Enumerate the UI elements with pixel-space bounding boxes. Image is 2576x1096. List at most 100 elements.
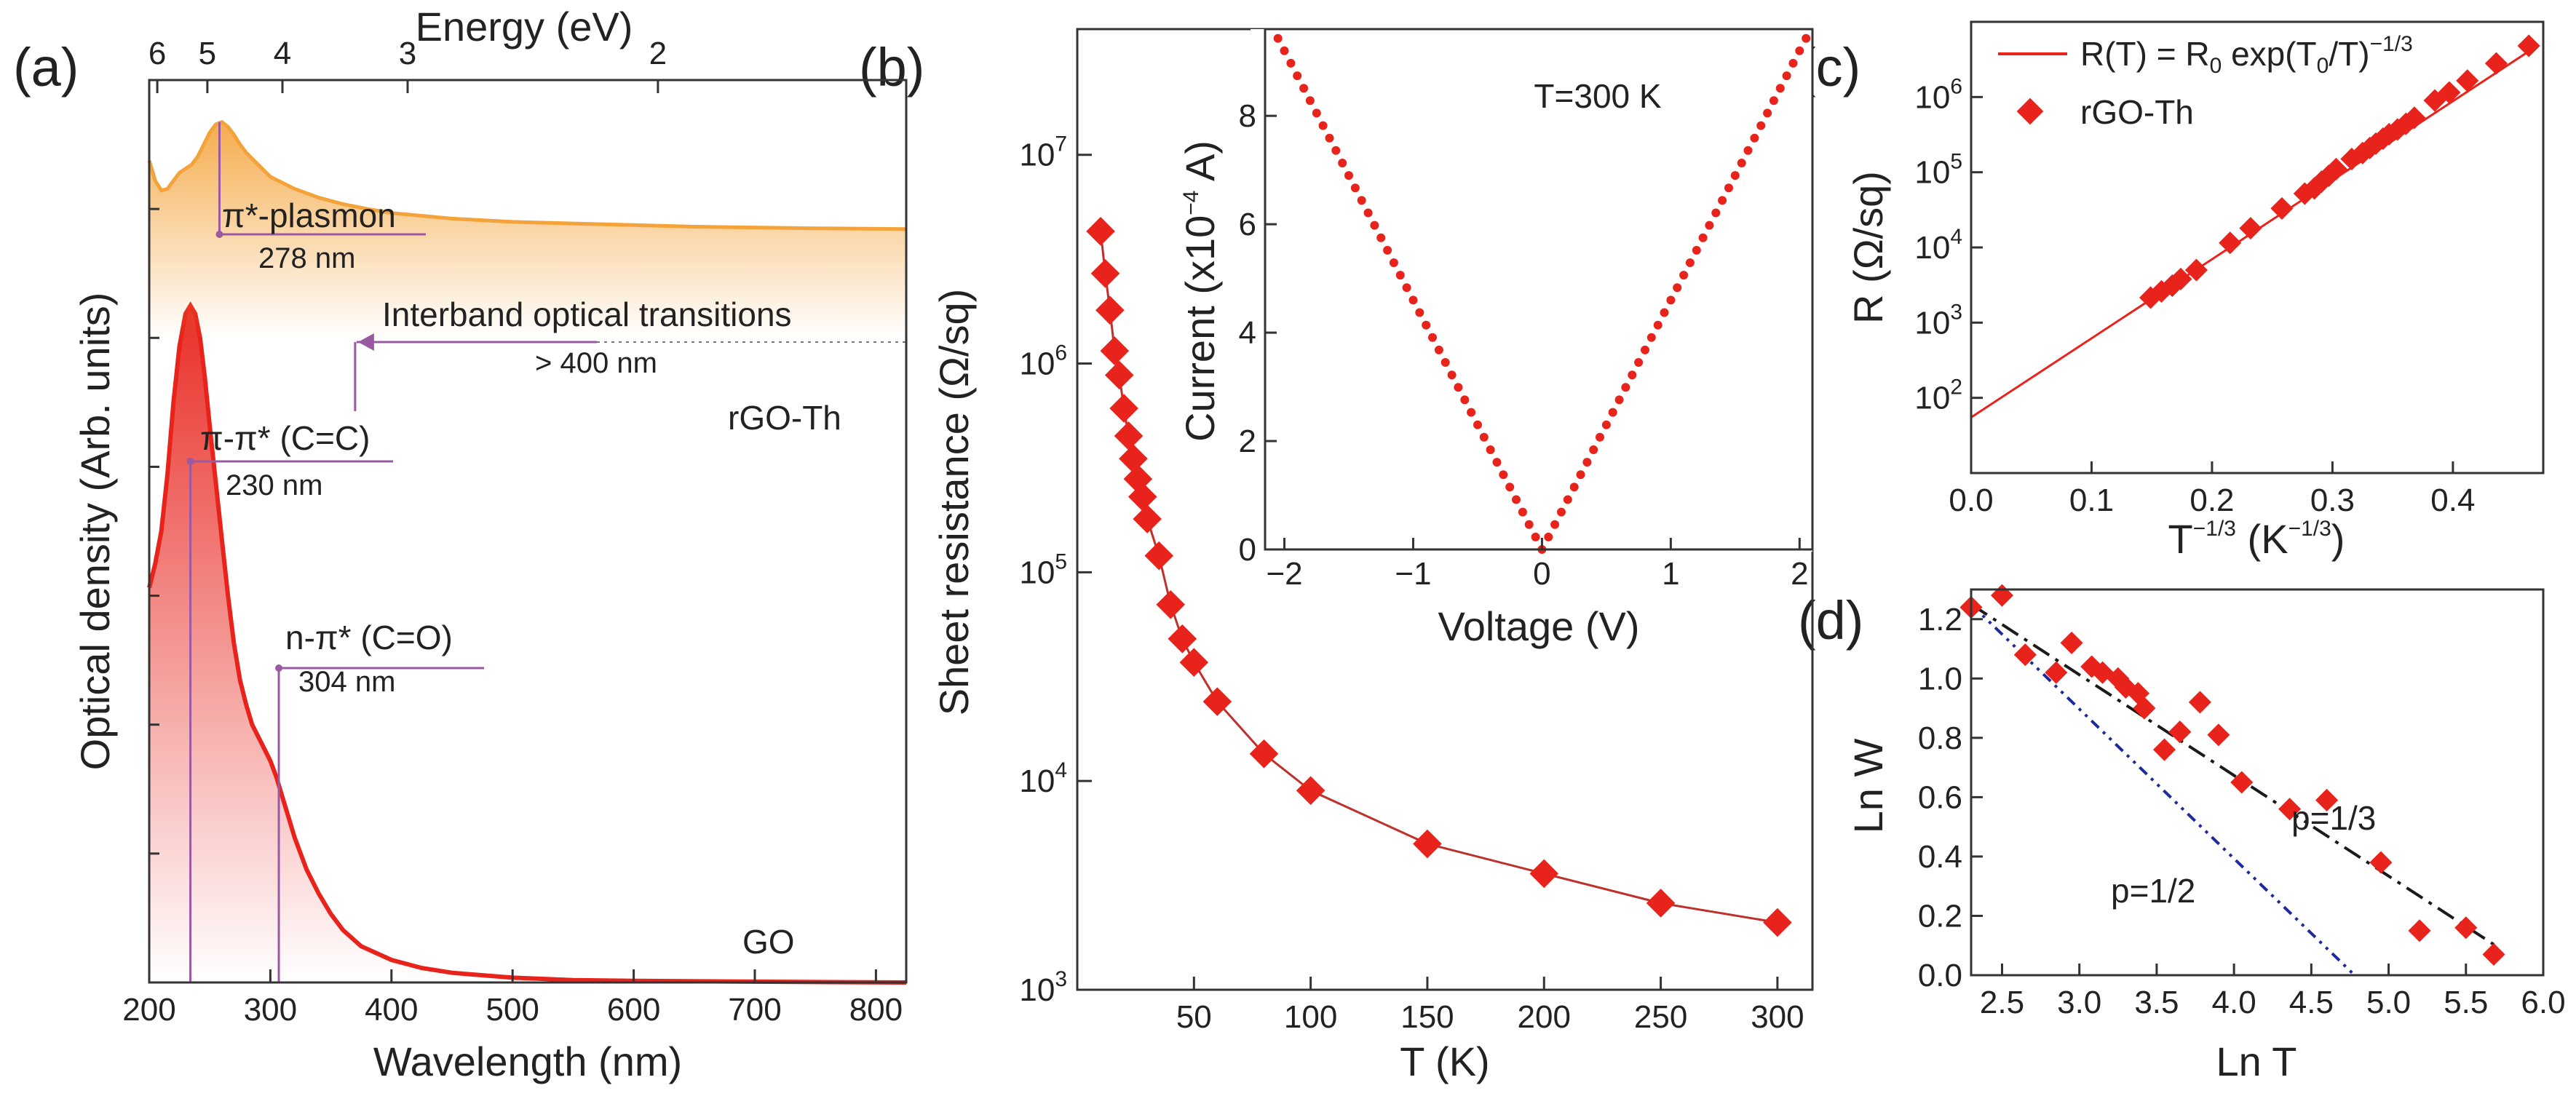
x-tick-label: 0.4 [2430,483,2475,518]
resistance-point [1646,889,1676,918]
x-tick-label: 0.0 [1949,483,1993,518]
iv-point [1641,345,1649,354]
y-tick-label: 1.0 [1918,661,1962,696]
iv-point [1395,271,1405,280]
annot-pipi-nm: 230 nm [226,469,322,501]
x-tick-label: 400 [365,992,418,1028]
y-tick-label: 0.2 [1918,898,1962,934]
y-tick-label: 0.4 [1918,839,1962,875]
rgo-area [149,122,906,338]
rgo-point [2438,81,2461,104]
resistance-point [1413,829,1442,859]
top-tick-label: 4 [274,36,291,71]
iv-point [1775,84,1785,93]
inset-y-tick-label: 8 [1239,98,1256,134]
panel-b-ylabel: Sheet resistance (Ω/sq) [931,289,977,716]
lnw-point [2045,661,2068,684]
iv-point [1357,196,1366,205]
iv-point [1505,483,1515,492]
resistance-point [1104,360,1134,390]
legend-marker-label: rGO-Th [2080,93,2194,131]
y-tick-label: 103 [1914,300,1962,341]
y-tick-label: 105 [1914,150,1962,191]
panel-a-frame [148,79,908,984]
resistance-point [1529,859,1559,889]
resistance-point [1202,687,1232,716]
iv-point [1383,245,1392,255]
interband-arrow [357,333,374,351]
resistance-point [1763,908,1792,937]
annot-npi-label: n-π* (C=O) [285,619,453,656]
iv-point [1499,470,1508,480]
panel-a-top-label: Energy (eV) [416,4,633,49]
iv-point [1614,395,1624,405]
go-area [149,306,906,982]
iv-point [1512,495,1521,504]
curve-label-rgo: rGO-Th [728,399,841,437]
top-tick-label: 6 [148,36,166,71]
top-tick-label: 3 [399,36,416,71]
panel-c: 0.0 0.1 0.2 0.3 0.4 102 103 104 105 106 T−1/3 (K−… [1845,20,2545,562]
iv-point [1447,370,1457,380]
panel-c-legend: R(T) = R0 exp(T0/T)−1/3 rGO-Th [1998,32,2413,131]
x-tick-label: 6.0 [2521,985,2565,1020]
lnw-point [2168,720,2192,744]
iv-point [1557,507,1566,517]
iv-point [1756,121,1766,130]
x-tick-label: 0.1 [2069,483,2114,518]
rgo-point [2239,217,2262,240]
iv-point [1325,133,1334,143]
x-tick-label: 200 [122,992,175,1028]
x-tick-label: 3.5 [2134,985,2179,1020]
iv-point [1312,108,1321,118]
iv-point [1273,33,1283,43]
iv-point [1601,420,1611,429]
y-tick-label: 0.0 [1918,958,1962,993]
iv-point [1338,159,1347,167]
iv-point [1628,370,1637,380]
x-tick-label: 4.0 [2212,985,2256,1020]
x-tick-label: 700 [728,992,781,1028]
iv-point [1479,432,1489,442]
resistance-point [1249,739,1279,769]
inset-y-tick-label: 2 [1239,424,1256,459]
rgo-point [2517,34,2540,57]
iv-point [1299,84,1309,93]
x-tick-label: 150 [1400,999,1454,1035]
x-tick-label: 5.5 [2444,985,2488,1020]
annot-pipi-label: π-π* (C=C) [200,419,370,457]
rgo-point [2324,157,2347,180]
iv-point [1460,395,1470,405]
y-tick-label: 107 [1019,132,1067,173]
iv-point [1402,283,1411,293]
rgo-point [2184,258,2208,282]
iv-point [1544,532,1553,541]
x-tick-label: 2.5 [1980,985,2024,1020]
iv-point [1705,221,1714,230]
iv-point [1692,245,1701,255]
iv-point [1492,458,1502,467]
iv-point [1802,33,1811,43]
inset-y-tick-label: 0 [1239,532,1256,568]
iv-point [1660,308,1669,317]
inset-ylabel: Current (x10−4 A) [1177,140,1223,442]
resistance-point [1100,336,1130,365]
iv-point [1608,408,1617,417]
resistance-point [1095,295,1125,325]
resistance-point [1109,394,1138,423]
iv-point [1370,221,1379,230]
x-tick-label: 600 [607,992,660,1028]
panel-label-b: (b) [859,37,924,98]
rgo-point [2219,231,2242,255]
resistance-point [1086,217,1115,246]
rgo-point [2456,69,2479,92]
lnw-point [2060,631,2083,654]
iv-point [1318,121,1328,130]
iv-point [1518,507,1527,517]
iv-point [1344,171,1353,180]
iv-point [1711,208,1721,218]
iv-point [1434,345,1443,354]
x-tick-label: 800 [849,992,903,1028]
iv-point [1621,383,1630,392]
x-tick-label: 3.0 [2057,985,2101,1020]
